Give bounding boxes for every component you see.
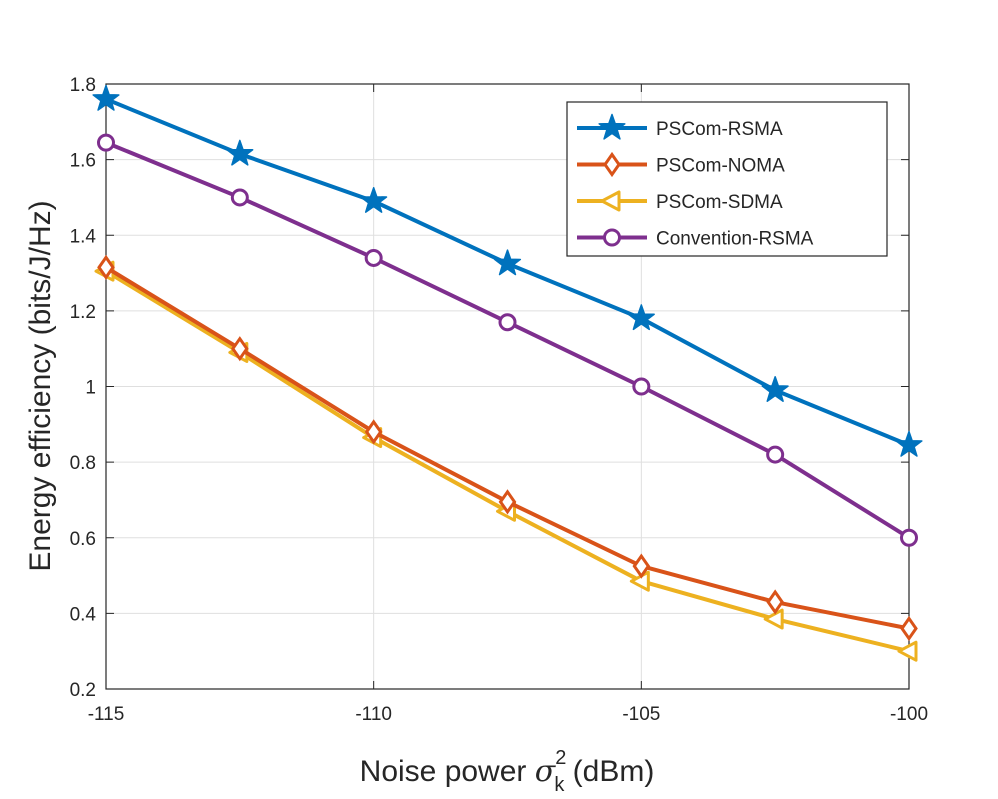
- legend-label-convention-rsma: Convention-RSMA: [656, 229, 814, 250]
- data-point-convention-rsma: [364, 248, 383, 267]
- data-point-convention-rsma: [766, 445, 785, 464]
- legend-item-convention-rsma: Convention-RSMA: [577, 228, 814, 250]
- data-point-pscom-rsma: [493, 249, 522, 276]
- legend-marker-pscom-sdma: [600, 190, 621, 212]
- data-point-convention-rsma: [97, 133, 115, 152]
- ticks: -115 -110 -105 -100 0.2 0.4 0.6 0.8 1 1.2 1.4 1.6 1.…: [70, 75, 928, 725]
- data-point-pscom-noma: [766, 589, 784, 615]
- legend-marker-pscom-noma: [603, 151, 621, 178]
- data-point-convention-rsma: [498, 313, 517, 332]
- data-point-pscom-rsma: [627, 304, 655, 331]
- legend-label-pscom-sdma: PSCom-SDMA: [656, 192, 783, 213]
- legend: PSCom-RSMA PSCom-NOMA PSCom-SDMA Convention…: [566, 101, 888, 257]
- y-tick-label: 1.2: [70, 302, 96, 323]
- x-axis-title-suffix: (dBm): [564, 755, 654, 788]
- data-point-pscom-sdma: [897, 640, 918, 662]
- y-tick-label: 1.6: [70, 151, 96, 172]
- x-axis-title-sigma: σ: [535, 754, 557, 789]
- legend-marker-pscom-rsma: [598, 113, 626, 140]
- data-point-pscom-noma: [364, 419, 383, 445]
- y-tick-label: 1.4: [70, 226, 97, 247]
- data-point-pscom-noma: [900, 615, 918, 642]
- x-axis-title: Noise power σ2 k (dBm): [360, 747, 655, 796]
- x-axis-title-subscript: k: [554, 774, 565, 796]
- data-point-pscom-rsma: [226, 139, 254, 166]
- x-tick-label: -115: [88, 704, 125, 725]
- data-point-pscom-noma: [632, 553, 651, 579]
- y-axis-title: Energy efficiency (bits/J/Hz): [24, 200, 57, 571]
- y-tick-label: 0.4: [70, 604, 97, 625]
- y-tick-label: 1: [85, 378, 96, 399]
- data-point-convention-rsma: [632, 377, 651, 396]
- y-tick-label: 0.2: [70, 680, 96, 701]
- y-tick-label: 0.6: [70, 529, 96, 550]
- data-point-pscom-noma: [231, 336, 249, 362]
- legend-item-pscom-sdma: PSCom-SDMA: [577, 190, 783, 213]
- series-pscom-rsma: [92, 84, 923, 457]
- x-tick-label: -100: [890, 704, 928, 725]
- data-point-pscom-sdma: [763, 608, 784, 630]
- series-pscom-noma: [97, 254, 918, 642]
- data-point-pscom-rsma: [895, 430, 923, 457]
- x-axis-title-prefix: Noise power: [360, 755, 535, 788]
- legend-item-pscom-noma: PSCom-NOMA: [577, 151, 785, 178]
- data-point-pscom-rsma: [761, 376, 789, 402]
- data-point-convention-rsma: [230, 188, 249, 207]
- series-convention-rsma: [97, 133, 918, 547]
- legend-label-pscom-noma: PSCom-NOMA: [656, 156, 785, 177]
- data-point-pscom-noma: [498, 489, 517, 515]
- x-axis-title-superscript: 2: [555, 747, 566, 769]
- x-tick-label: -110: [355, 704, 392, 725]
- legend-label-pscom-rsma: PSCom-RSMA: [656, 119, 783, 140]
- data-point-pscom-rsma: [92, 84, 120, 111]
- data-point-pscom-rsma: [360, 186, 388, 213]
- x-tick-label: -105: [622, 704, 660, 725]
- data-point-pscom-sdma: [629, 570, 650, 592]
- legend-marker-convention-rsma: [603, 228, 621, 247]
- y-tick-label: 0.8: [70, 453, 96, 474]
- series: [92, 84, 923, 662]
- y-tick-label: 1.8: [70, 75, 96, 96]
- data-point-pscom-noma: [97, 254, 115, 281]
- data-point-convention-rsma: [900, 528, 918, 547]
- legend-item-pscom-rsma: PSCom-RSMA: [577, 113, 783, 140]
